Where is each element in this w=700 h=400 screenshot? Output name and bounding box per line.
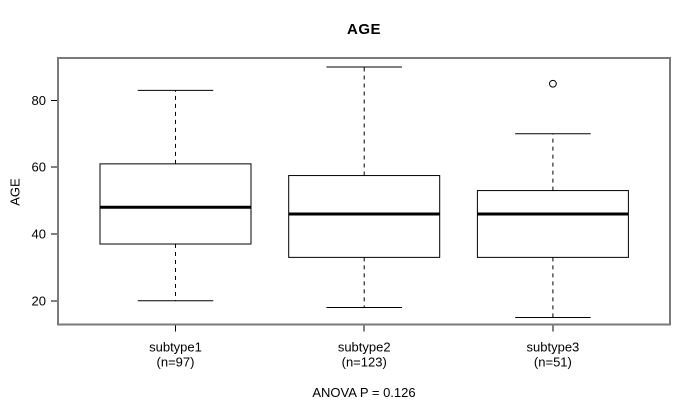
outlier-point [549, 79, 557, 88]
x-category-label: subtype2 [338, 340, 391, 355]
iqr-box-subtype3 [476, 190, 629, 258]
x-category-sublabel: (n=51) [534, 355, 572, 370]
y-tick-label: 60 [32, 160, 46, 175]
iqr-box-subtype1 [99, 163, 252, 245]
plot-border [57, 57, 671, 326]
x-category-sublabel: (n=123) [342, 355, 387, 370]
x-category-label: subtype3 [527, 340, 580, 355]
iqr-box-subtype2 [288, 175, 441, 258]
y-tick-label: 40 [32, 226, 46, 241]
y-tick-label: 20 [32, 293, 46, 308]
chart-title: AGE [346, 21, 381, 38]
x-category-sublabel: (n=97) [157, 355, 195, 370]
x-category-label: subtype1 [149, 340, 202, 355]
anova-annotation: ANOVA P = 0.126 [312, 385, 416, 400]
y-tick-label: 80 [32, 93, 46, 108]
